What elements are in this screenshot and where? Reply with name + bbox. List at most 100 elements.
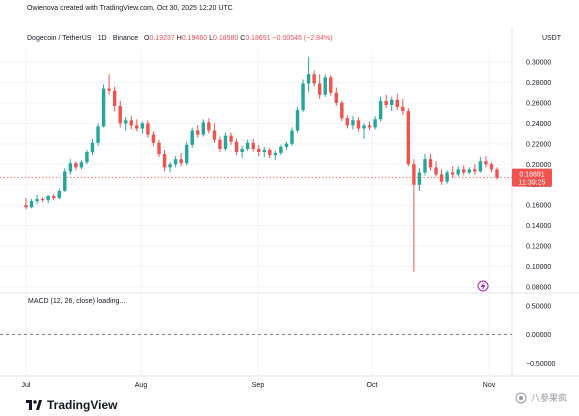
candle <box>373 116 377 130</box>
candle <box>101 84 106 128</box>
candle-body <box>389 99 394 105</box>
symbol-legend: Dogecoin / TetherUS · 1D · Binance O0.19… <box>27 35 333 42</box>
lightning-icon-bolt <box>480 282 486 291</box>
candle <box>124 117 128 131</box>
candle-body <box>63 171 67 191</box>
candle-body <box>201 122 206 135</box>
candle-body <box>129 120 134 126</box>
tradingview-logo[interactable]: TradingView <box>26 398 117 412</box>
candle <box>273 150 278 161</box>
interval[interactable]: 1D <box>97 35 107 42</box>
candle <box>317 74 322 99</box>
candle <box>79 160 84 170</box>
candle <box>367 121 372 131</box>
price-tick-label: 0.20000 <box>526 162 551 169</box>
candle-body <box>395 99 399 107</box>
candle <box>218 136 222 152</box>
candle-body <box>334 92 339 103</box>
candle-body <box>234 141 239 152</box>
close-value: 0.18691 <box>245 35 271 42</box>
candle <box>85 149 89 165</box>
candle-body <box>229 135 233 142</box>
candle-body <box>101 88 106 127</box>
candle <box>495 167 499 180</box>
candle-body <box>467 169 472 173</box>
candle-body <box>323 77 327 95</box>
macd-tick-label: −0.50000 <box>526 361 555 368</box>
candle-body <box>24 205 28 208</box>
candle-body <box>279 146 283 154</box>
candle <box>157 139 161 158</box>
candle <box>445 170 449 184</box>
candle-body <box>450 172 455 175</box>
last-price-value: 0.18691 <box>519 172 544 179</box>
candle-body <box>434 167 438 175</box>
candle-body <box>356 120 361 129</box>
candle <box>96 123 100 146</box>
candle <box>74 161 78 171</box>
candle <box>467 167 472 175</box>
candle <box>428 154 433 171</box>
symbol-name[interactable]: Dogecoin / TetherUS <box>27 35 92 42</box>
candle-body <box>462 169 466 173</box>
macd-indicator-label[interactable]: MACD (12, 26, close) loading... <box>28 298 126 305</box>
candle-body <box>85 152 89 163</box>
candle <box>489 162 494 173</box>
watermark-icon <box>515 392 527 403</box>
candle <box>234 138 239 156</box>
candle-body <box>112 90 117 106</box>
candle-body <box>295 110 300 131</box>
candle <box>417 168 422 191</box>
candle-body <box>207 122 211 131</box>
candle-body <box>35 199 39 202</box>
candle-body <box>412 164 416 185</box>
candle-body <box>74 163 78 168</box>
candle <box>395 93 399 111</box>
candle-body <box>351 120 355 126</box>
candle-body <box>135 125 139 129</box>
candle-body <box>317 83 322 95</box>
time-tick-label: Sep <box>252 382 265 389</box>
candle <box>184 141 189 166</box>
candle-body <box>124 120 128 124</box>
candle-body <box>107 88 111 91</box>
last-price-countdown: 11:39:25 <box>519 180 546 187</box>
candle-body <box>51 195 56 199</box>
candle <box>329 75 333 96</box>
exchange: Binance <box>112 35 139 42</box>
price-tick-label: 0.08000 <box>526 285 551 292</box>
candle-body <box>262 149 266 152</box>
candle <box>262 146 266 158</box>
candle <box>68 159 73 175</box>
candle-body <box>179 159 183 164</box>
candle-body <box>439 174 444 182</box>
candle-body <box>240 148 244 152</box>
candle <box>129 116 134 130</box>
candle-body <box>118 105 122 124</box>
candle-body <box>223 135 228 149</box>
candle-body <box>96 126 100 143</box>
candle <box>40 197 45 203</box>
candle <box>412 159 416 272</box>
price-tick-label: 0.14000 <box>526 223 551 230</box>
candle <box>356 117 361 132</box>
candle-body <box>284 143 289 147</box>
candle-body <box>362 125 366 129</box>
close-label: C <box>240 35 246 42</box>
time-tick-label: Aug <box>135 382 148 389</box>
candle <box>140 121 145 134</box>
candle <box>245 139 250 151</box>
candle <box>406 108 411 167</box>
currency-label[interactable]: USDT <box>541 35 561 42</box>
change-value: −0.00546 (−2.84%) <box>272 35 333 42</box>
candle <box>135 119 139 132</box>
candle <box>306 56 311 92</box>
candle-body <box>190 130 194 145</box>
candle <box>168 162 172 173</box>
candle-body <box>196 130 200 135</box>
candle-body <box>140 123 145 129</box>
candle <box>345 115 350 129</box>
candle <box>57 188 61 200</box>
candle <box>290 127 294 146</box>
